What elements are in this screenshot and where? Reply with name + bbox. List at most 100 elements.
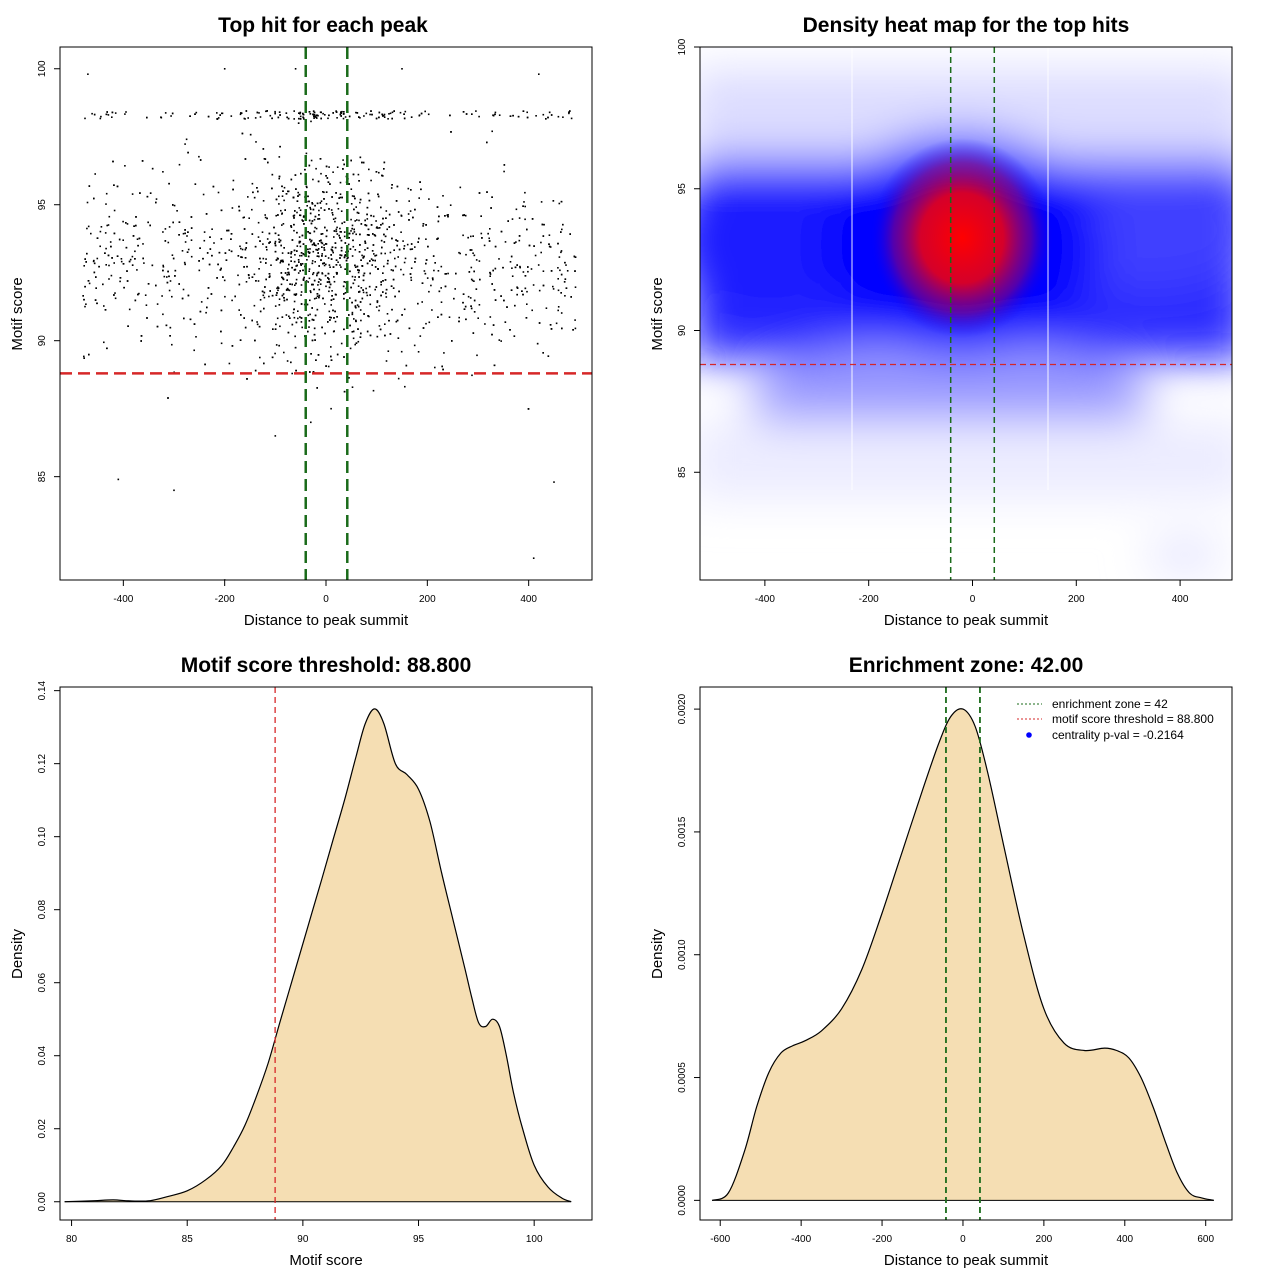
scatter-point xyxy=(516,287,519,289)
scatter-point xyxy=(413,344,416,347)
y-tick-label: 0.00 xyxy=(37,1192,48,1212)
scatter-point xyxy=(423,270,426,272)
scatter-point xyxy=(308,219,311,222)
scatter-point xyxy=(195,111,198,114)
scatter-point xyxy=(290,361,292,364)
scatter-point xyxy=(262,148,265,150)
scatter-point xyxy=(372,244,375,246)
scatter-point xyxy=(278,203,280,205)
scatter-point xyxy=(124,113,126,115)
scatter-point xyxy=(446,214,449,216)
scatter-point xyxy=(536,342,539,345)
scatter-point xyxy=(370,179,372,182)
scatter-point xyxy=(138,292,140,295)
scatter-point xyxy=(378,325,381,327)
scatter-point xyxy=(322,112,324,115)
scatter-point xyxy=(282,278,285,281)
scatter-point xyxy=(333,317,335,319)
scatter-point xyxy=(557,289,560,292)
scatter-point xyxy=(368,199,371,202)
scatter-point xyxy=(221,112,224,115)
scatter-point xyxy=(339,257,341,259)
scatter-point xyxy=(375,286,378,288)
scatter-point xyxy=(297,195,299,197)
scatter-point xyxy=(332,171,334,173)
scatter-point xyxy=(314,116,316,118)
scatter-point xyxy=(374,288,376,291)
scatter-point xyxy=(340,266,342,268)
scatter-point xyxy=(410,267,413,269)
scatter-point xyxy=(564,295,566,297)
scatter-point xyxy=(549,246,552,248)
heatmap-area xyxy=(700,47,1232,580)
scatter-point xyxy=(324,255,327,257)
scatter-point xyxy=(402,240,404,242)
heat-band-bottom xyxy=(700,420,1232,500)
scatter-point xyxy=(351,275,354,278)
scatter-point xyxy=(99,230,102,233)
scatter-point xyxy=(361,265,364,267)
scatter-point xyxy=(318,214,320,216)
scatter-point xyxy=(419,181,421,183)
scatter-point xyxy=(127,325,129,327)
scatter-point xyxy=(254,117,257,119)
scatter-point xyxy=(96,237,99,239)
scatter-point xyxy=(332,330,335,333)
scatter-point xyxy=(232,188,234,191)
scatter-point xyxy=(194,113,196,115)
scatter-point xyxy=(323,191,325,194)
scatter-point xyxy=(454,288,456,290)
scatter-point xyxy=(277,234,280,236)
scatter-point xyxy=(294,254,296,256)
scatter-point xyxy=(139,192,141,194)
y-tick-label: 0.12 xyxy=(37,753,48,773)
scatter-point xyxy=(355,233,357,236)
scatter-point xyxy=(351,224,354,227)
y-tick-label: 90 xyxy=(677,325,688,337)
scatter-point xyxy=(96,257,99,260)
scatter-point xyxy=(557,306,560,308)
scatter-point xyxy=(364,242,367,244)
scatter-point xyxy=(93,259,95,262)
scatter-point xyxy=(341,222,343,225)
scatter-point xyxy=(291,239,294,241)
scatter-point xyxy=(366,213,368,216)
scatter-point xyxy=(220,267,222,270)
scatter-point xyxy=(518,235,521,237)
scatter-point xyxy=(432,255,435,257)
scatter-point xyxy=(149,224,151,227)
scatter-point xyxy=(375,117,378,120)
scatter-point xyxy=(516,286,518,288)
scatter-point xyxy=(352,239,354,242)
scatter-point xyxy=(312,110,315,112)
scatter-point xyxy=(248,274,250,277)
scatter-point xyxy=(251,182,254,185)
scatter-point xyxy=(303,118,305,120)
scatter-point xyxy=(318,209,320,212)
scatter-point xyxy=(297,272,300,274)
scatter-point xyxy=(149,192,152,194)
scatter-point xyxy=(380,206,382,209)
scatter-point xyxy=(183,261,186,264)
scatter-point xyxy=(392,278,395,281)
scatter-point xyxy=(334,320,337,323)
scatter-point xyxy=(343,328,345,331)
scatter-point xyxy=(245,110,248,112)
y-tick-label: 0.06 xyxy=(37,973,48,993)
scatter-point xyxy=(278,238,280,241)
scatter-point xyxy=(271,294,274,297)
scatter-point xyxy=(500,340,502,342)
scatter-point xyxy=(203,231,206,233)
scatter-point xyxy=(168,226,171,228)
scatter-point xyxy=(266,248,268,251)
scatter-point xyxy=(220,330,222,333)
scatter-point xyxy=(396,319,399,322)
scatter-point xyxy=(288,315,290,318)
scatter-point xyxy=(422,327,425,329)
scatter-point xyxy=(447,215,449,218)
scatter-point xyxy=(313,288,315,291)
scatter-point xyxy=(277,289,279,292)
scatter-point xyxy=(315,297,318,299)
scatter-point xyxy=(420,188,422,191)
scatter-point xyxy=(310,222,313,225)
